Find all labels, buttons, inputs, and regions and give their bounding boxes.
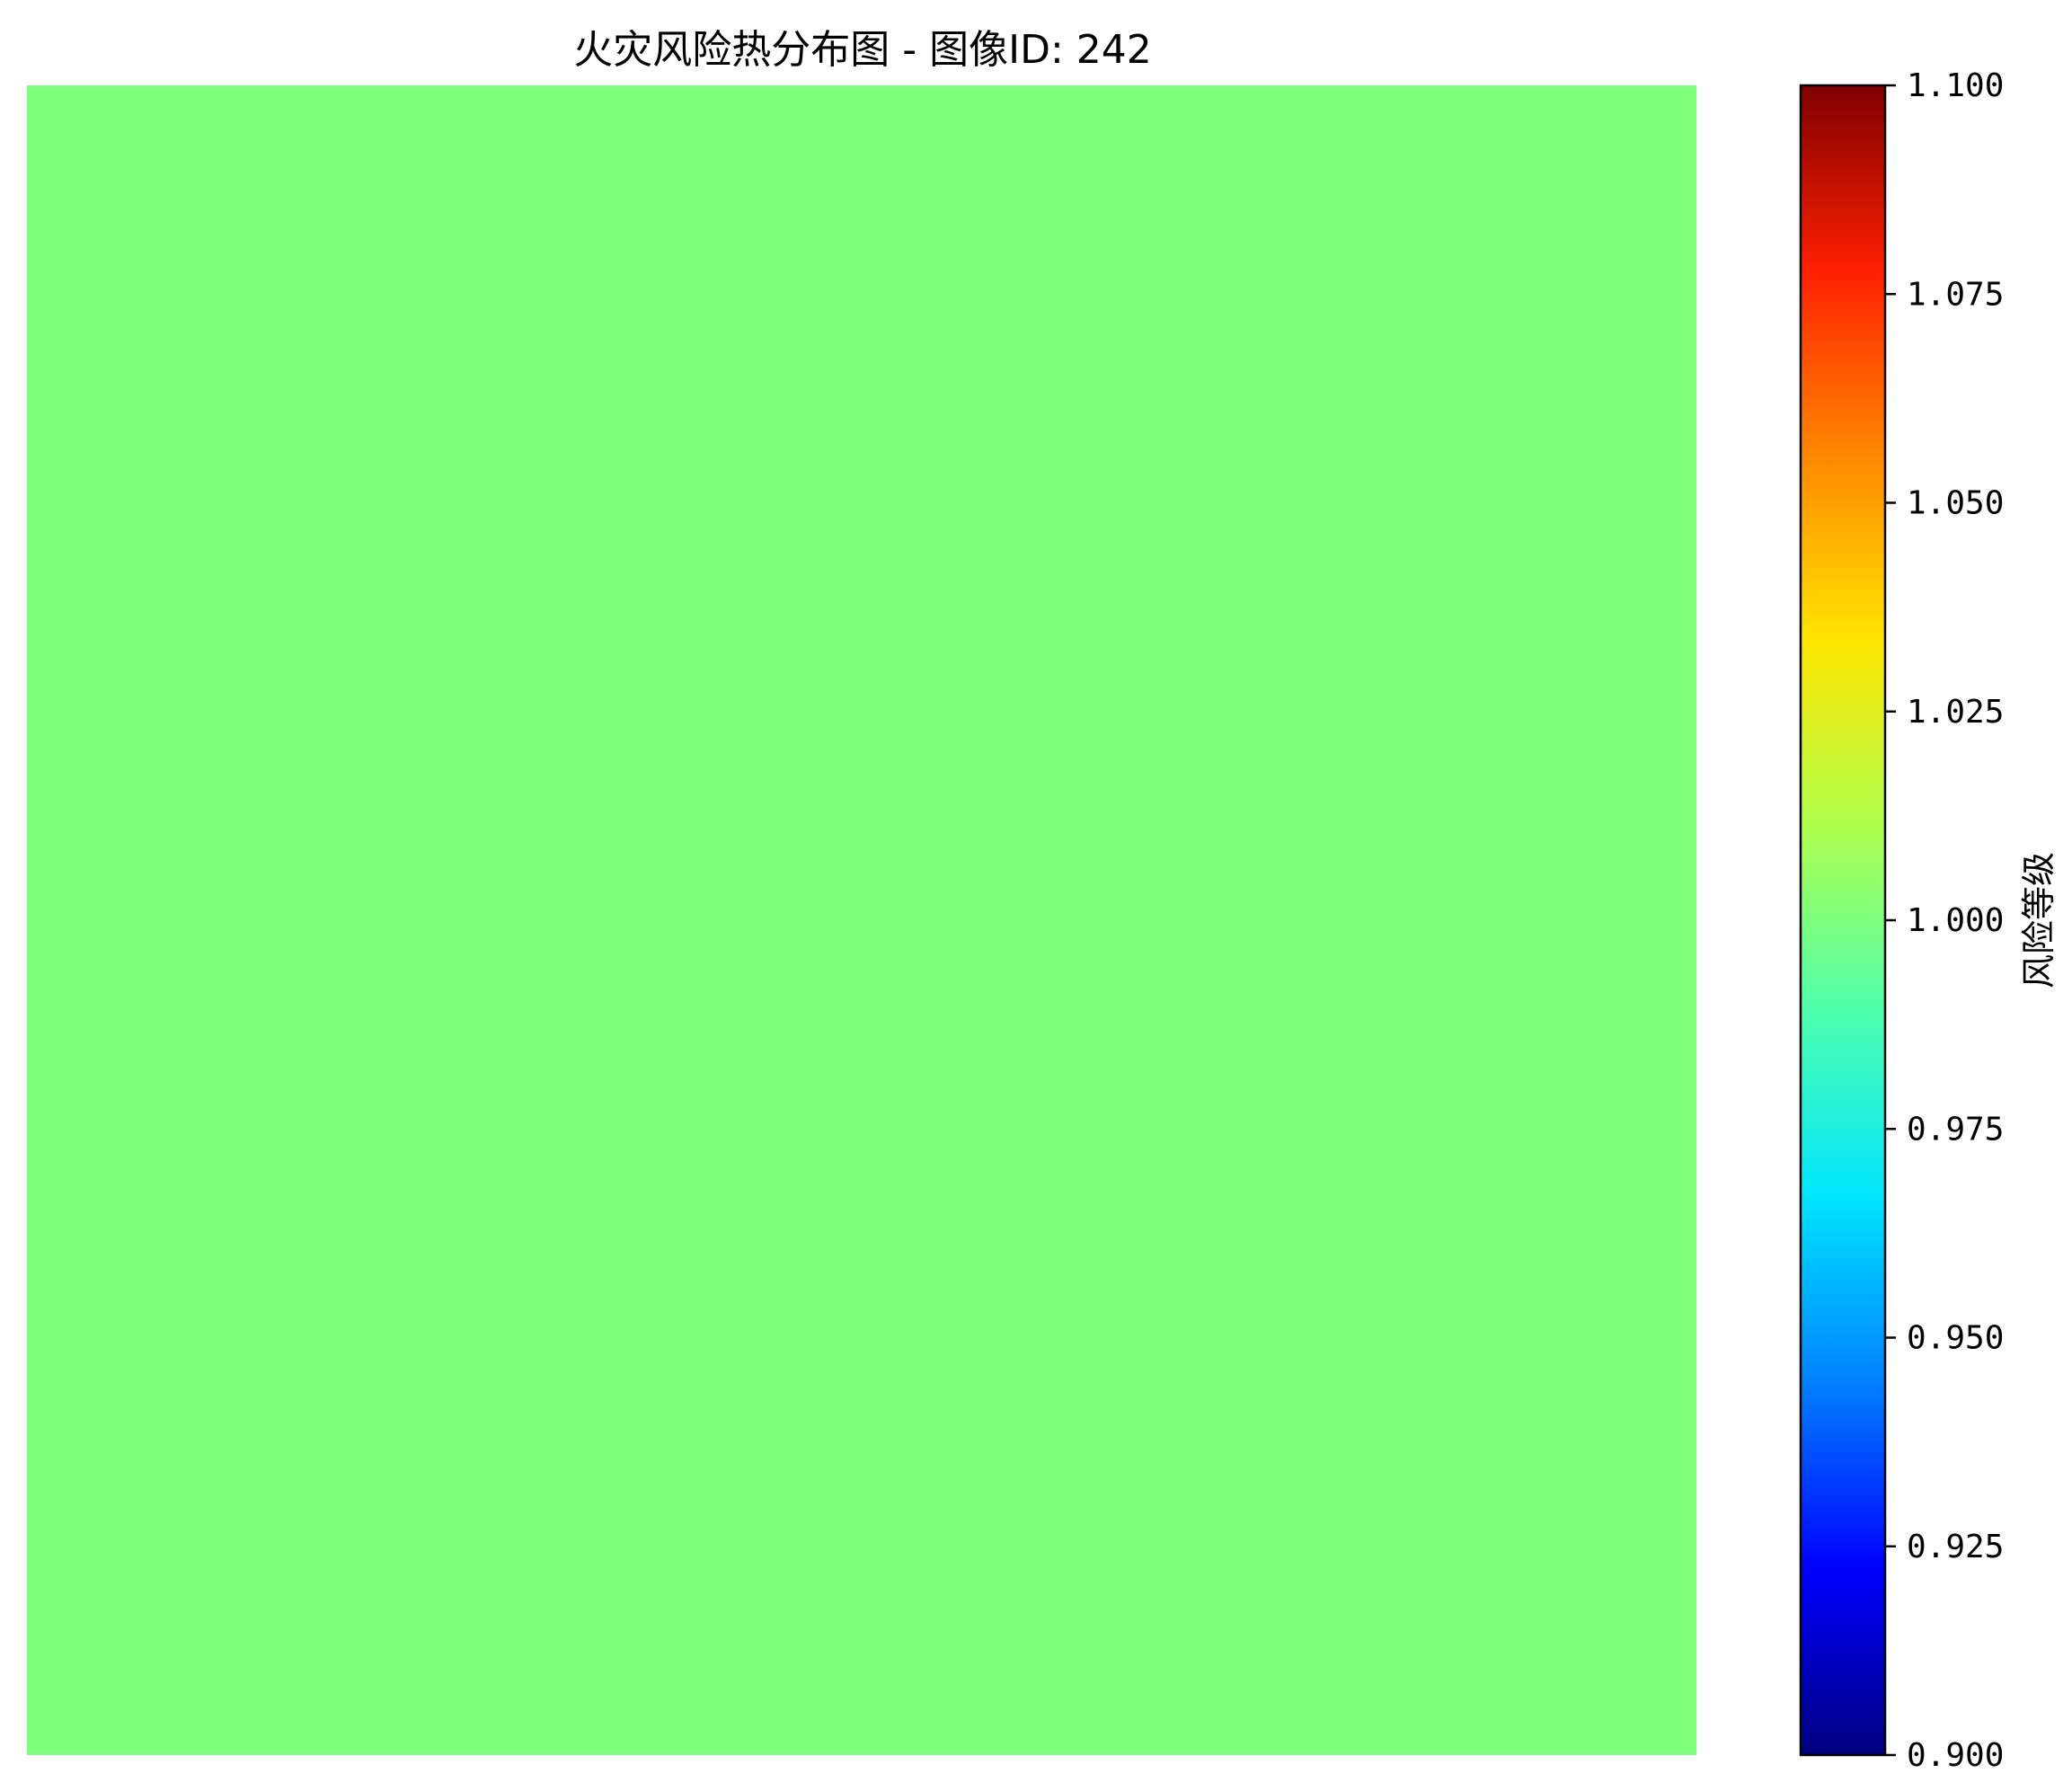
colorbar-tick-label: 1.100: [1907, 67, 2004, 104]
colorbar-tick-label: 1.075: [1907, 276, 2004, 313]
colorbar-label: 风险等级: [2019, 852, 2059, 989]
colorbar-tick-label: 1.025: [1907, 694, 2004, 731]
colorbar-gradient: [1801, 85, 1885, 1755]
colorbar-tick-label: 0.975: [1907, 1111, 2004, 1148]
colorbar-tick-label: 1.050: [1907, 485, 2004, 522]
chart-title: 火灾风险热分布图 - 图像ID: 242: [573, 27, 1152, 73]
colorbar-ticks: 1.100 1.075 1.050 1.025 1.000 0.975 0.950 0.925…: [1885, 67, 2004, 1774]
colorbar-tick-label: 0.950: [1907, 1320, 2004, 1357]
heatmap-area: [27, 85, 1696, 1755]
colorbar-tick-label: 1.000: [1907, 902, 2004, 939]
colorbar-tick-label: 0.925: [1907, 1529, 2004, 1565]
colorbar: 1.100 1.075 1.050 1.025 1.000 0.975 0.950 0.925…: [1799, 67, 2059, 1774]
colorbar-tick-label: 0.900: [1907, 1737, 2004, 1774]
